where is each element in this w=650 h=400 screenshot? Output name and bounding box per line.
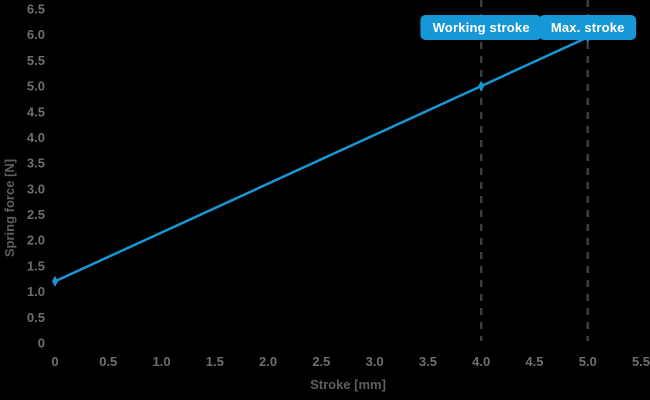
y-tick-label: 6.0 (27, 27, 45, 42)
x-tick-label: 2.0 (259, 354, 277, 369)
y-tick-label: 0.5 (27, 310, 45, 325)
x-tick-label: 4.5 (525, 354, 543, 369)
y-tick-label: 4.5 (27, 104, 45, 119)
x-tick-label: 1.0 (153, 354, 171, 369)
series-line (53, 36, 589, 283)
y-tick-label: 0 (38, 336, 45, 351)
x-tick-label: 5.0 (579, 354, 597, 369)
y-tick-label: 2.5 (27, 207, 45, 222)
y-tick-label: 6.5 (27, 2, 45, 17)
data-point-marker (52, 275, 58, 287)
data-point-marker (478, 80, 485, 92)
x-tick-label: 3.0 (366, 354, 384, 369)
y-tick-label: 1.0 (27, 284, 45, 299)
x-tick-label: 2.5 (312, 354, 330, 369)
x-tick-label: 1.5 (206, 354, 224, 369)
x-tick-label: 5.5 (632, 354, 650, 369)
x-axis-title: Stroke [mm] (310, 377, 386, 392)
annotation-badge-max-stroke: Max. stroke (538, 15, 637, 40)
y-tick-label: 3.0 (27, 181, 45, 196)
y-tick-label: 1.5 (27, 258, 45, 273)
y-tick-label: 2.0 (27, 233, 45, 248)
y-tick-label: 5.0 (27, 79, 45, 94)
y-axis-title: Spring force [N] (2, 159, 17, 257)
y-tick-label: 3.5 (27, 156, 45, 171)
x-tick-label: 3.5 (419, 354, 437, 369)
y-tick-label: 4.0 (27, 130, 45, 145)
x-tick-label: 0.5 (99, 354, 117, 369)
annotation-badge-working-stroke: Working stroke (420, 15, 542, 40)
y-tick-label: 5.5 (27, 53, 45, 68)
x-tick-label: 0 (51, 354, 58, 369)
x-tick-label: 4.0 (472, 354, 490, 369)
